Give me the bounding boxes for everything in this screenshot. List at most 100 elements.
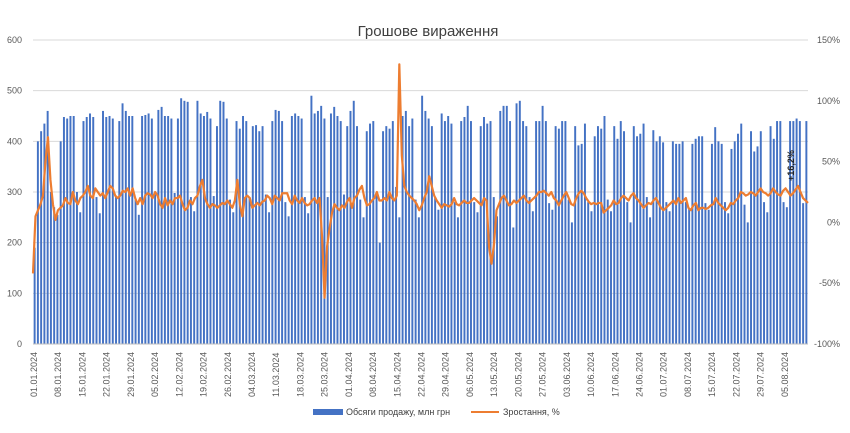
bar bbox=[805, 121, 808, 344]
bar bbox=[206, 111, 209, 344]
bar bbox=[79, 212, 82, 344]
bar bbox=[365, 131, 368, 344]
bar bbox=[671, 141, 674, 344]
bar bbox=[531, 211, 534, 344]
bar bbox=[408, 126, 411, 344]
x-tick-label: 06.05.2024 bbox=[465, 352, 475, 397]
bar bbox=[798, 121, 801, 344]
bar bbox=[746, 222, 749, 344]
bar bbox=[460, 121, 463, 344]
bar bbox=[372, 121, 375, 344]
bar bbox=[753, 151, 756, 344]
bar bbox=[313, 113, 316, 344]
bar bbox=[264, 194, 267, 344]
bar bbox=[196, 100, 199, 344]
bar bbox=[137, 214, 140, 344]
bar bbox=[554, 126, 557, 344]
bar bbox=[772, 138, 775, 344]
bar bbox=[737, 133, 739, 344]
bar bbox=[675, 143, 678, 344]
left-tick-label: 600 bbox=[7, 35, 22, 45]
bar bbox=[662, 142, 665, 344]
bar bbox=[346, 126, 349, 344]
bar bbox=[750, 131, 752, 344]
bar bbox=[580, 143, 583, 344]
left-tick-label: 300 bbox=[7, 187, 22, 197]
bar bbox=[378, 242, 381, 344]
x-tick-label: 29.01.2024 bbox=[126, 352, 136, 397]
bar bbox=[66, 118, 69, 344]
bar bbox=[574, 126, 577, 344]
bar bbox=[681, 141, 684, 344]
x-tick-label: 27.05.2024 bbox=[538, 352, 548, 397]
x-tick-label: 05.08.2024 bbox=[780, 352, 790, 397]
x-tick-label: 03.06.2024 bbox=[562, 352, 572, 397]
bar bbox=[570, 222, 573, 344]
bar bbox=[655, 141, 658, 344]
left-tick-label: 0 bbox=[17, 339, 22, 349]
bar bbox=[802, 203, 805, 344]
bar bbox=[789, 121, 792, 344]
bar bbox=[248, 197, 251, 344]
bar bbox=[258, 131, 261, 344]
bar bbox=[606, 199, 609, 344]
bar bbox=[388, 128, 391, 344]
bar bbox=[108, 116, 111, 344]
x-tick-label: 19.02.2024 bbox=[199, 352, 209, 397]
bar bbox=[645, 197, 648, 344]
bar bbox=[102, 110, 104, 345]
bar bbox=[141, 116, 144, 344]
bar bbox=[483, 117, 485, 344]
left-tick-label: 400 bbox=[7, 136, 22, 146]
bar bbox=[535, 121, 538, 344]
left-axis: 0 100 200 300 400 500 600 bbox=[7, 35, 22, 349]
bar bbox=[434, 197, 437, 344]
x-axis: 01.01.2024 08.01.2024 15.01.2024 22.01.2024… bbox=[29, 343, 808, 397]
bar bbox=[238, 128, 241, 344]
bar bbox=[502, 105, 505, 345]
bar bbox=[636, 136, 639, 344]
bar bbox=[209, 118, 212, 344]
bar bbox=[727, 213, 730, 344]
bar bbox=[202, 116, 205, 344]
bar bbox=[668, 211, 671, 344]
bar bbox=[225, 118, 228, 344]
x-tick-label: 25.03.2024 bbox=[320, 352, 330, 397]
bar bbox=[329, 113, 332, 344]
bar bbox=[173, 193, 176, 344]
bar bbox=[242, 116, 244, 344]
bar bbox=[160, 106, 163, 344]
bar bbox=[743, 204, 746, 344]
bar bbox=[479, 126, 482, 344]
bar bbox=[652, 130, 655, 344]
bar bbox=[759, 131, 762, 344]
x-tick-label: 15.07.2024 bbox=[707, 352, 717, 397]
legend-bar-swatch bbox=[313, 409, 343, 415]
bar bbox=[763, 202, 766, 344]
x-tick-label: 01.07.2024 bbox=[659, 352, 669, 397]
bar bbox=[271, 121, 274, 344]
bar bbox=[704, 203, 707, 344]
bar bbox=[629, 222, 632, 344]
right-tick-label: 150% bbox=[817, 35, 840, 45]
bar bbox=[590, 211, 593, 344]
bar bbox=[323, 118, 326, 344]
bar bbox=[593, 136, 596, 344]
x-tick-label: 22.04.2024 bbox=[417, 352, 427, 397]
bar bbox=[541, 105, 544, 345]
bar bbox=[795, 118, 798, 344]
bar bbox=[561, 121, 564, 344]
x-tick-label: 20.05.2024 bbox=[513, 352, 523, 397]
bar bbox=[281, 121, 284, 344]
bar bbox=[440, 113, 443, 344]
bar bbox=[610, 211, 612, 344]
bar bbox=[176, 118, 179, 344]
bar bbox=[404, 110, 407, 345]
bar bbox=[548, 203, 551, 344]
left-tick-label: 500 bbox=[7, 86, 22, 96]
bar bbox=[499, 110, 502, 345]
bar bbox=[623, 131, 625, 344]
bar bbox=[277, 110, 280, 345]
bar bbox=[232, 212, 235, 344]
bar bbox=[740, 123, 743, 344]
